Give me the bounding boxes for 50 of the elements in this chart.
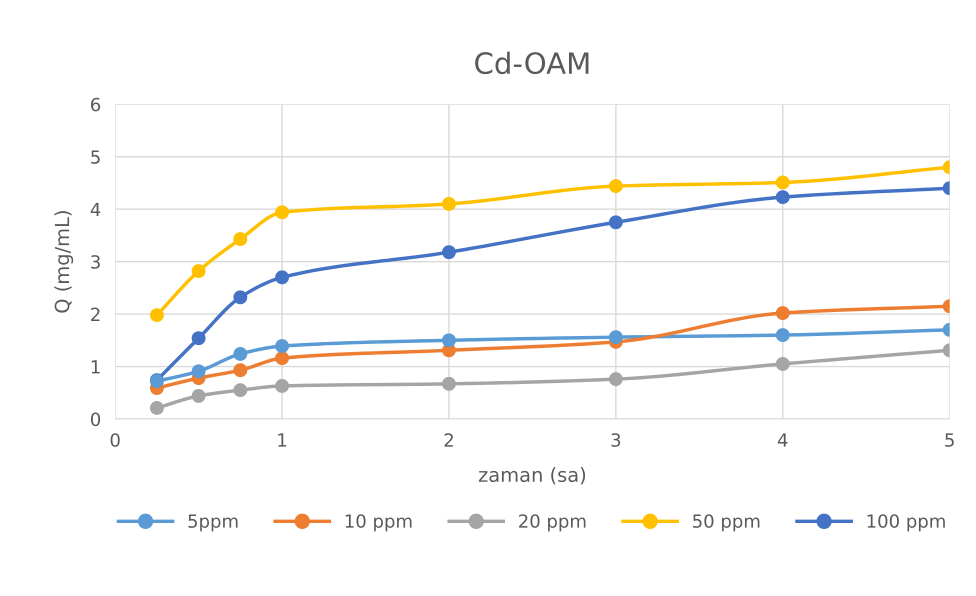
legend-label: 20 ppm: [519, 514, 586, 532]
y-tick-label: 5: [91, 150, 100, 164]
point: [233, 290, 248, 304]
legend-label: 5ppm: [188, 514, 238, 532]
point: [233, 347, 248, 361]
point: [608, 330, 623, 344]
point: [776, 306, 790, 320]
x-tick-label: 1: [278, 433, 286, 447]
point: [776, 356, 790, 371]
point: [776, 190, 790, 204]
x-tick-label: 2: [444, 433, 453, 447]
point: [275, 339, 290, 354]
x-tick-label: 5: [945, 433, 954, 447]
point: [150, 401, 164, 415]
x-axis-title: zaman (sa): [478, 467, 586, 484]
y-tick-label: 4: [90, 202, 100, 216]
chart-title: Cd-OAM: [475, 52, 588, 74]
legend-label: 10 ppm: [346, 514, 412, 532]
point: [275, 379, 290, 393]
x-tick-label: 4: [778, 433, 788, 447]
y-tick-label: 1: [92, 360, 100, 374]
point: [275, 351, 290, 366]
point: [275, 270, 290, 284]
point: [608, 179, 623, 194]
point: [150, 308, 164, 322]
point: [233, 363, 248, 378]
point: [275, 205, 290, 220]
point: [608, 215, 623, 230]
y-tick-label: 2: [91, 308, 100, 321]
point: [442, 197, 456, 211]
point: [442, 333, 456, 348]
y-tick-label: 6: [91, 98, 100, 112]
point: [192, 264, 206, 278]
y-tick-label: 0: [90, 412, 100, 426]
point: [608, 372, 623, 386]
point: [442, 376, 456, 391]
y-tick-label: 3: [91, 255, 100, 269]
x-tick-label: 3: [611, 433, 620, 447]
legend-label: 100 ppm: [868, 514, 945, 532]
point: [192, 388, 206, 403]
point: [233, 383, 248, 398]
point: [776, 176, 790, 190]
point: [776, 328, 790, 342]
y-axis-title: Q (mg/mL): [54, 211, 74, 313]
point: [233, 232, 248, 246]
point: [442, 245, 456, 260]
point: [192, 331, 206, 346]
x-tick-label: 0: [110, 433, 120, 447]
legend-label: 50 ppm: [693, 514, 760, 532]
point: [192, 364, 206, 378]
